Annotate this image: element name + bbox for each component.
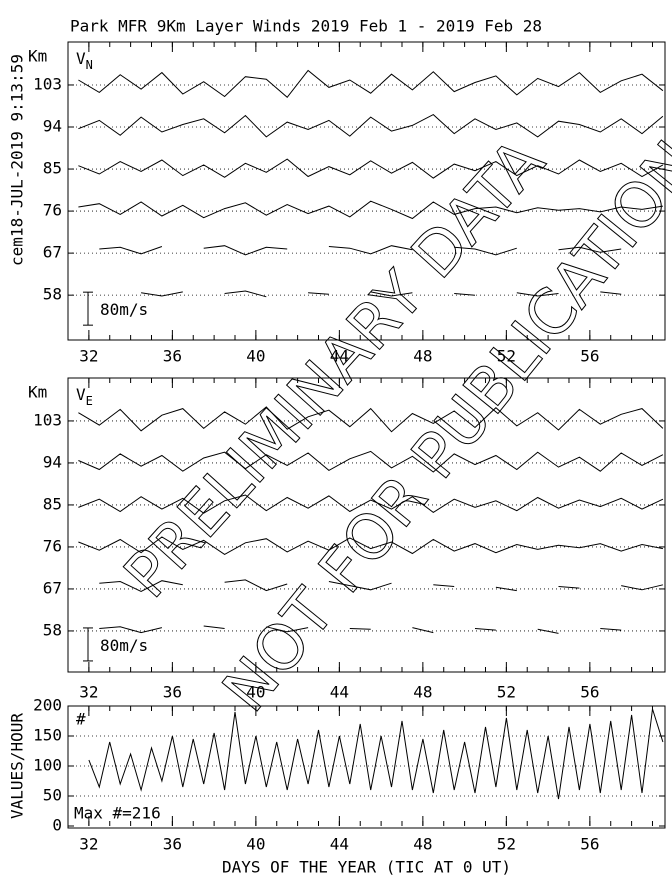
y-tick-label: 50 [43, 786, 62, 805]
component: V [76, 49, 86, 68]
y-tick-label: 200 [33, 696, 62, 715]
timestamp: cem18-JUL-2019 9:13:59 [8, 54, 27, 266]
plot-frame [67, 705, 666, 829]
scale-bar-label: 80m/s [100, 300, 148, 319]
max-note: Max #=216 [74, 804, 161, 823]
wind-trace [78, 450, 664, 473]
y-tick-label: 85 [43, 494, 62, 513]
scale-bar-label: 80m/s [100, 636, 148, 655]
y-tick-label: 150 [33, 726, 62, 745]
x-tick-label: 40 [246, 835, 265, 854]
x-tick-label: 32 [79, 347, 98, 366]
y-tick-label: 58 [43, 285, 62, 304]
y-tick-label: 67 [43, 578, 62, 597]
plot-frame [67, 41, 666, 341]
wind-trace [99, 626, 663, 633]
x-tick-label: 44 [330, 683, 349, 702]
x-tick-label: 56 [580, 683, 599, 702]
y-tick-label: 94 [43, 452, 62, 471]
plot-frame [67, 377, 666, 673]
x-tick-label: 44 [330, 347, 349, 366]
y-axis-title: Km [28, 47, 47, 66]
x-tick-label: 32 [79, 835, 98, 854]
wind-trace [78, 200, 663, 220]
y-tick-label: 103 [33, 410, 62, 429]
y-tick-label: 76 [43, 201, 62, 220]
wind-trace [78, 536, 663, 555]
x-tick-label: 36 [163, 835, 182, 854]
x-tick-label: 56 [580, 835, 599, 854]
wind-trace [78, 494, 664, 514]
component: V [76, 385, 86, 404]
wind-trace [78, 158, 664, 179]
x-axis-title: DAYS OF THE YEAR (TIC AT 0 UT) [222, 858, 511, 877]
x-tick-label: 52 [497, 835, 516, 854]
x-tick-label: 52 [497, 683, 516, 702]
wind-trace [99, 579, 664, 592]
x-tick-label: 36 [163, 347, 182, 366]
y-tick-label: 85 [43, 159, 62, 178]
x-tick-label: 56 [580, 347, 599, 366]
count-line [88, 708, 664, 800]
y-tick-label: 0 [52, 816, 62, 835]
x-tick-label: 40 [246, 347, 265, 366]
component-label: VN [76, 49, 93, 72]
count-symbol: # [76, 710, 86, 729]
chart-title: Park MFR 9Km Layer Winds 2019 Feb 1 - 20… [70, 17, 542, 36]
x-tick-label: 32 [79, 683, 98, 702]
y-axis-title: VALUES/HOUR [8, 713, 27, 819]
x-tick-label: 40 [246, 683, 265, 702]
x-tick-label: 44 [330, 835, 349, 854]
x-tick-label: 48 [413, 347, 432, 366]
x-tick-label: 48 [413, 683, 432, 702]
wind-trace [78, 113, 664, 138]
y-tick-label: 76 [43, 536, 62, 555]
wind-trace [78, 69, 664, 99]
component-subscript: N [86, 58, 93, 72]
component-label: VE [76, 385, 93, 408]
x-tick-label: 48 [413, 835, 432, 854]
x-tick-label: 52 [497, 347, 516, 366]
y-tick-label: 58 [43, 620, 62, 639]
y-tick-label: 94 [43, 117, 62, 136]
y-tick-label: 100 [33, 756, 62, 775]
y-tick-label: 103 [33, 74, 62, 93]
component-subscript: E [86, 394, 93, 408]
wind-trace [78, 406, 664, 433]
x-tick-label: 36 [163, 683, 182, 702]
y-tick-label: 67 [43, 243, 62, 262]
y-axis-title: Km [28, 383, 47, 402]
